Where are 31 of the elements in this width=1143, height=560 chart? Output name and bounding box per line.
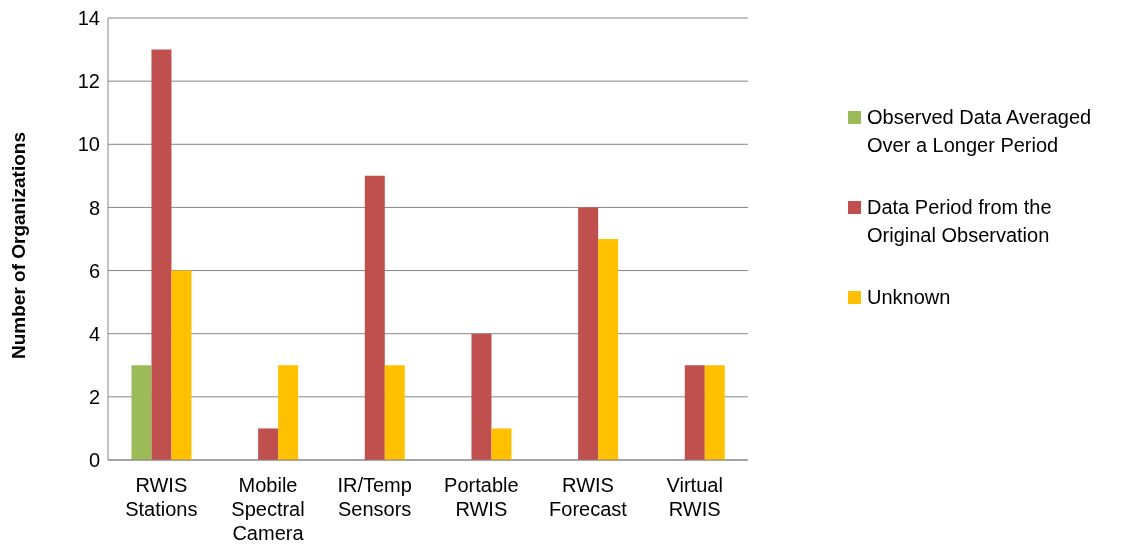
bar: [684, 365, 705, 460]
y-tick-label: 4: [88, 322, 100, 345]
bar: [171, 270, 192, 460]
legend-label: Data Period from the Original Observation: [867, 195, 1053, 248]
y-tick-label: 10: [77, 133, 100, 156]
y-axis-title: Number of Organizations: [7, 132, 29, 359]
y-tick-label: 0: [88, 449, 100, 472]
bar: [151, 49, 172, 460]
bar: [471, 333, 492, 460]
legend-label: Observed Data Averaged Over a Longer Period: [867, 105, 1093, 158]
bar: [131, 365, 152, 460]
y-tick-label: 6: [88, 259, 100, 282]
bar: [491, 428, 512, 460]
x-tick-label: Portable RWIS: [444, 474, 519, 520]
bar: [384, 365, 405, 460]
bar: [704, 365, 725, 460]
bar: [278, 365, 299, 460]
x-tick-label: RWIS Forecast: [549, 474, 628, 520]
y-tick-label: 12: [77, 70, 100, 93]
y-tick-label: 2: [88, 385, 100, 408]
legend-label: Unknown: [867, 285, 951, 310]
x-tick-label: Mobile Spectral Camera: [231, 474, 305, 544]
y-tick-label: 8: [88, 196, 100, 219]
y-tick-label: 14: [77, 7, 100, 30]
x-tick-label: Virtual RWIS: [666, 474, 723, 520]
bar: [598, 239, 619, 460]
bar: [578, 207, 599, 460]
x-tick-label: IR/Temp Sensors: [337, 474, 412, 520]
bar: [364, 175, 385, 460]
bar: [258, 428, 279, 460]
x-tick-label: RWIS Stations: [125, 474, 198, 520]
